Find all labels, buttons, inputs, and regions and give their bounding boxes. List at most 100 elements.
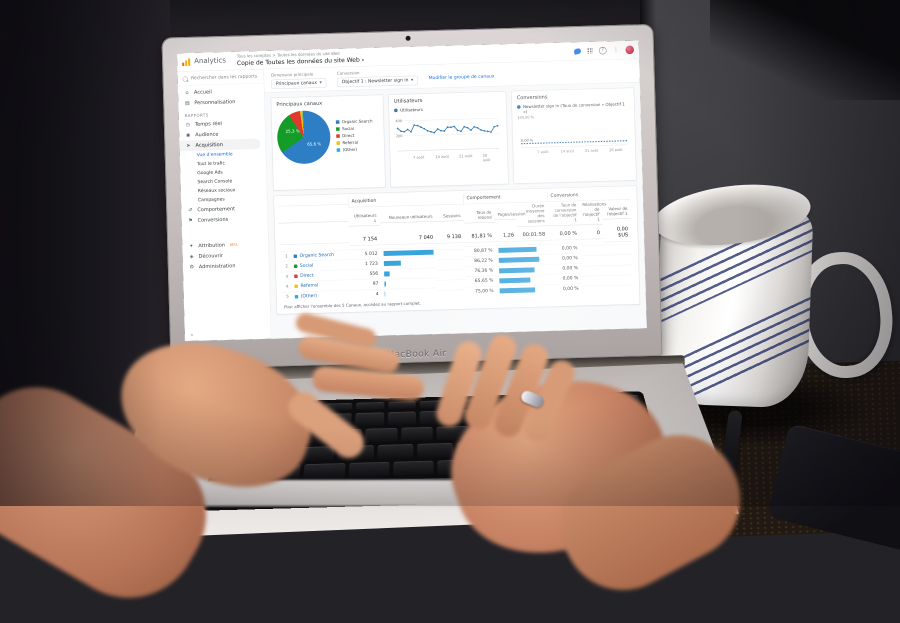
- keyboard-key[interactable]: [364, 427, 398, 443]
- keyboard-key[interactable]: [392, 460, 434, 477]
- dimension-dropdown[interactable]: Principaux canaux ▾: [271, 78, 327, 90]
- chevron-down-icon: ▾: [361, 57, 364, 64]
- sidebar-item-label: Accueil: [193, 89, 212, 96]
- x-tick-label: 7 août: [537, 150, 549, 155]
- sidebar-collapse-icon[interactable]: ‹: [190, 331, 194, 339]
- pie-legend: Organic Search Social Direct Referral (Other…: [335, 119, 374, 153]
- x-tick-label: 14 août: [435, 154, 450, 160]
- keyboard-key[interactable]: [417, 442, 454, 458]
- column-header[interactable]: Pages/session: [494, 210, 525, 220]
- sidebar-nav: ⌂ Accueil ▤ Personnalisation RAPPORTS ◷ Temps …: [178, 83, 269, 272]
- total-value: 00:01:58: [516, 228, 549, 242]
- sidebar-section: RAPPORTS ◷ Temps réel ◉ Audience ➤ Acquisition…: [179, 108, 268, 226]
- apps-grid-icon[interactable]: [586, 47, 594, 54]
- attribution-icon: ✦: [189, 243, 194, 249]
- keyboard-key[interactable]: [354, 412, 385, 427]
- sidebar-item-label: Personnalisation: [194, 98, 236, 106]
- y-axis-top-label: 100,00 %: [517, 115, 535, 120]
- keyboard-key[interactable]: [303, 463, 346, 479]
- account-avatar[interactable]: [625, 45, 635, 54]
- macbook-air-laptop: Analytics Tous les comptes > Toutes les …: [113, 9, 767, 527]
- goal-value: [604, 274, 633, 280]
- admin-icon: ⚙: [189, 264, 195, 270]
- goal-completions: [580, 255, 604, 261]
- conversion-dropdown[interactable]: Objectif 1 : Newsletter sign in ▾: [337, 75, 418, 88]
- legend-item: Organic Search: [335, 119, 373, 125]
- sidebar-item-customization[interactable]: ▤ Personnalisation: [178, 96, 264, 109]
- column-header[interactable]: Durée moyenne des sessions: [516, 201, 548, 227]
- insights-icon[interactable]: [573, 47, 582, 55]
- goal-completions: [580, 265, 605, 271]
- chevron-down-icon: ▾: [410, 77, 414, 83]
- sidebar-item-conversions[interactable]: ⚑ Conversions: [181, 213, 267, 226]
- channel-color-dot: [293, 254, 298, 258]
- total-value: 9 138: [435, 231, 465, 244]
- column-header[interactable]: Utilisateurs ↓: [348, 211, 380, 227]
- channel-link[interactable]: Social: [299, 262, 314, 269]
- x-tick-label: 14 août: [560, 149, 575, 154]
- sessions-value: [437, 289, 466, 295]
- column-header[interactable]: Taux de conversion de l'objectif 1: [547, 200, 580, 226]
- keyboard-key[interactable]: [400, 426, 433, 442]
- sidebar-item-admin[interactable]: ⚙ Administration: [183, 260, 269, 273]
- x-tick-label: 21 août: [458, 154, 473, 159]
- bounce-value: 75,00 %: [465, 285, 497, 297]
- channel-link[interactable]: (Other): [300, 293, 318, 299]
- keyboard-key[interactable]: [387, 401, 417, 410]
- table-row-label: (Other): [291, 289, 351, 302]
- laptop-screen: Analytics Tous les comptes > Toutes les …: [161, 23, 663, 370]
- x-tick-label: 7 août: [413, 155, 425, 160]
- total-value: 0,00 %: [547, 227, 581, 241]
- series-dot-icon: [394, 108, 398, 113]
- column-header[interactable]: Taux de rebond: [463, 208, 495, 224]
- keyboard-key[interactable]: [387, 411, 417, 426]
- legend-item: (Other): [336, 147, 374, 153]
- search-placeholder: Rechercher dans les rapports: [191, 74, 258, 81]
- legend-swatch: [336, 134, 340, 138]
- users-plot[interactable]: 400 200: [394, 112, 502, 156]
- column-header[interactable]: Nouveaux utilisateurs: [379, 212, 436, 223]
- keyboard-key[interactable]: [355, 402, 385, 411]
- sessions-value: [437, 279, 466, 285]
- report-main: Dimension principale Principaux canaux ▾…: [263, 58, 647, 340]
- pie-slice-label: 65,6 %: [307, 141, 322, 147]
- legend-item: Social: [336, 126, 373, 132]
- channel-link[interactable]: Direct: [300, 273, 314, 279]
- top-channels-card: Principaux canaux 65,6 % 25,3 % Organic S…: [270, 94, 386, 191]
- sessions-value: [437, 269, 466, 275]
- discover-icon: ◈: [189, 253, 194, 260]
- legend-swatch: [336, 141, 341, 145]
- sidebar-section: ✦ Attribution BETA ◈ Découvrir ⚙ Administratio…: [182, 226, 269, 273]
- channel-link[interactable]: Referral: [300, 283, 319, 289]
- row-index: 2: [279, 261, 292, 272]
- home-icon: ⌂: [185, 89, 189, 96]
- channel-color-dot: [294, 284, 299, 289]
- sidebar-item-label: Attribution: [198, 242, 225, 249]
- users-chart-card: Utilisateurs Utilisateurs 400 200 7 août…: [388, 91, 509, 188]
- row-index: 5: [280, 291, 292, 302]
- analytics-logo-icon: [182, 58, 191, 67]
- conversion-value: 0,00 %: [549, 283, 582, 295]
- sidebar-item-label: Administration: [198, 262, 236, 270]
- goal-value: [604, 284, 633, 290]
- sessions-value: [436, 258, 465, 265]
- pie-slice-label: 25,3 %: [285, 128, 300, 134]
- chevron-down-icon: ▾: [319, 80, 322, 86]
- more-vertical-icon[interactable]: ⋮: [613, 46, 619, 54]
- column-header[interactable]: Réalisations de l'objectif 1: [579, 200, 606, 225]
- conversions-legend: Newsletter sign in (Taux de conversion «…: [516, 102, 629, 115]
- channels-pie-chart[interactable]: 65,6 % 25,3 %: [276, 109, 332, 165]
- conversions-icon: ⚑: [188, 217, 193, 224]
- legend-swatch: [336, 148, 341, 152]
- total-value: 0: [579, 227, 604, 240]
- channel-color-dot: [294, 274, 298, 279]
- column-header[interactable]: Sessions: [435, 211, 464, 222]
- edit-channel-group-link[interactable]: Modifier le groupe de canaux: [428, 73, 495, 81]
- keyboard-key[interactable]: [348, 461, 390, 478]
- conversions-plot[interactable]: 100,00 % 0,00 %: [517, 114, 630, 151]
- laptop-display: Analytics Tous les comptes > Toutes les …: [176, 40, 647, 342]
- column-header[interactable]: Valeur de l'objectif 1: [602, 204, 631, 220]
- channel-link[interactable]: Organic Search: [299, 252, 335, 259]
- keyboard-key[interactable]: [377, 444, 414, 459]
- help-icon[interactable]: ?: [598, 46, 607, 55]
